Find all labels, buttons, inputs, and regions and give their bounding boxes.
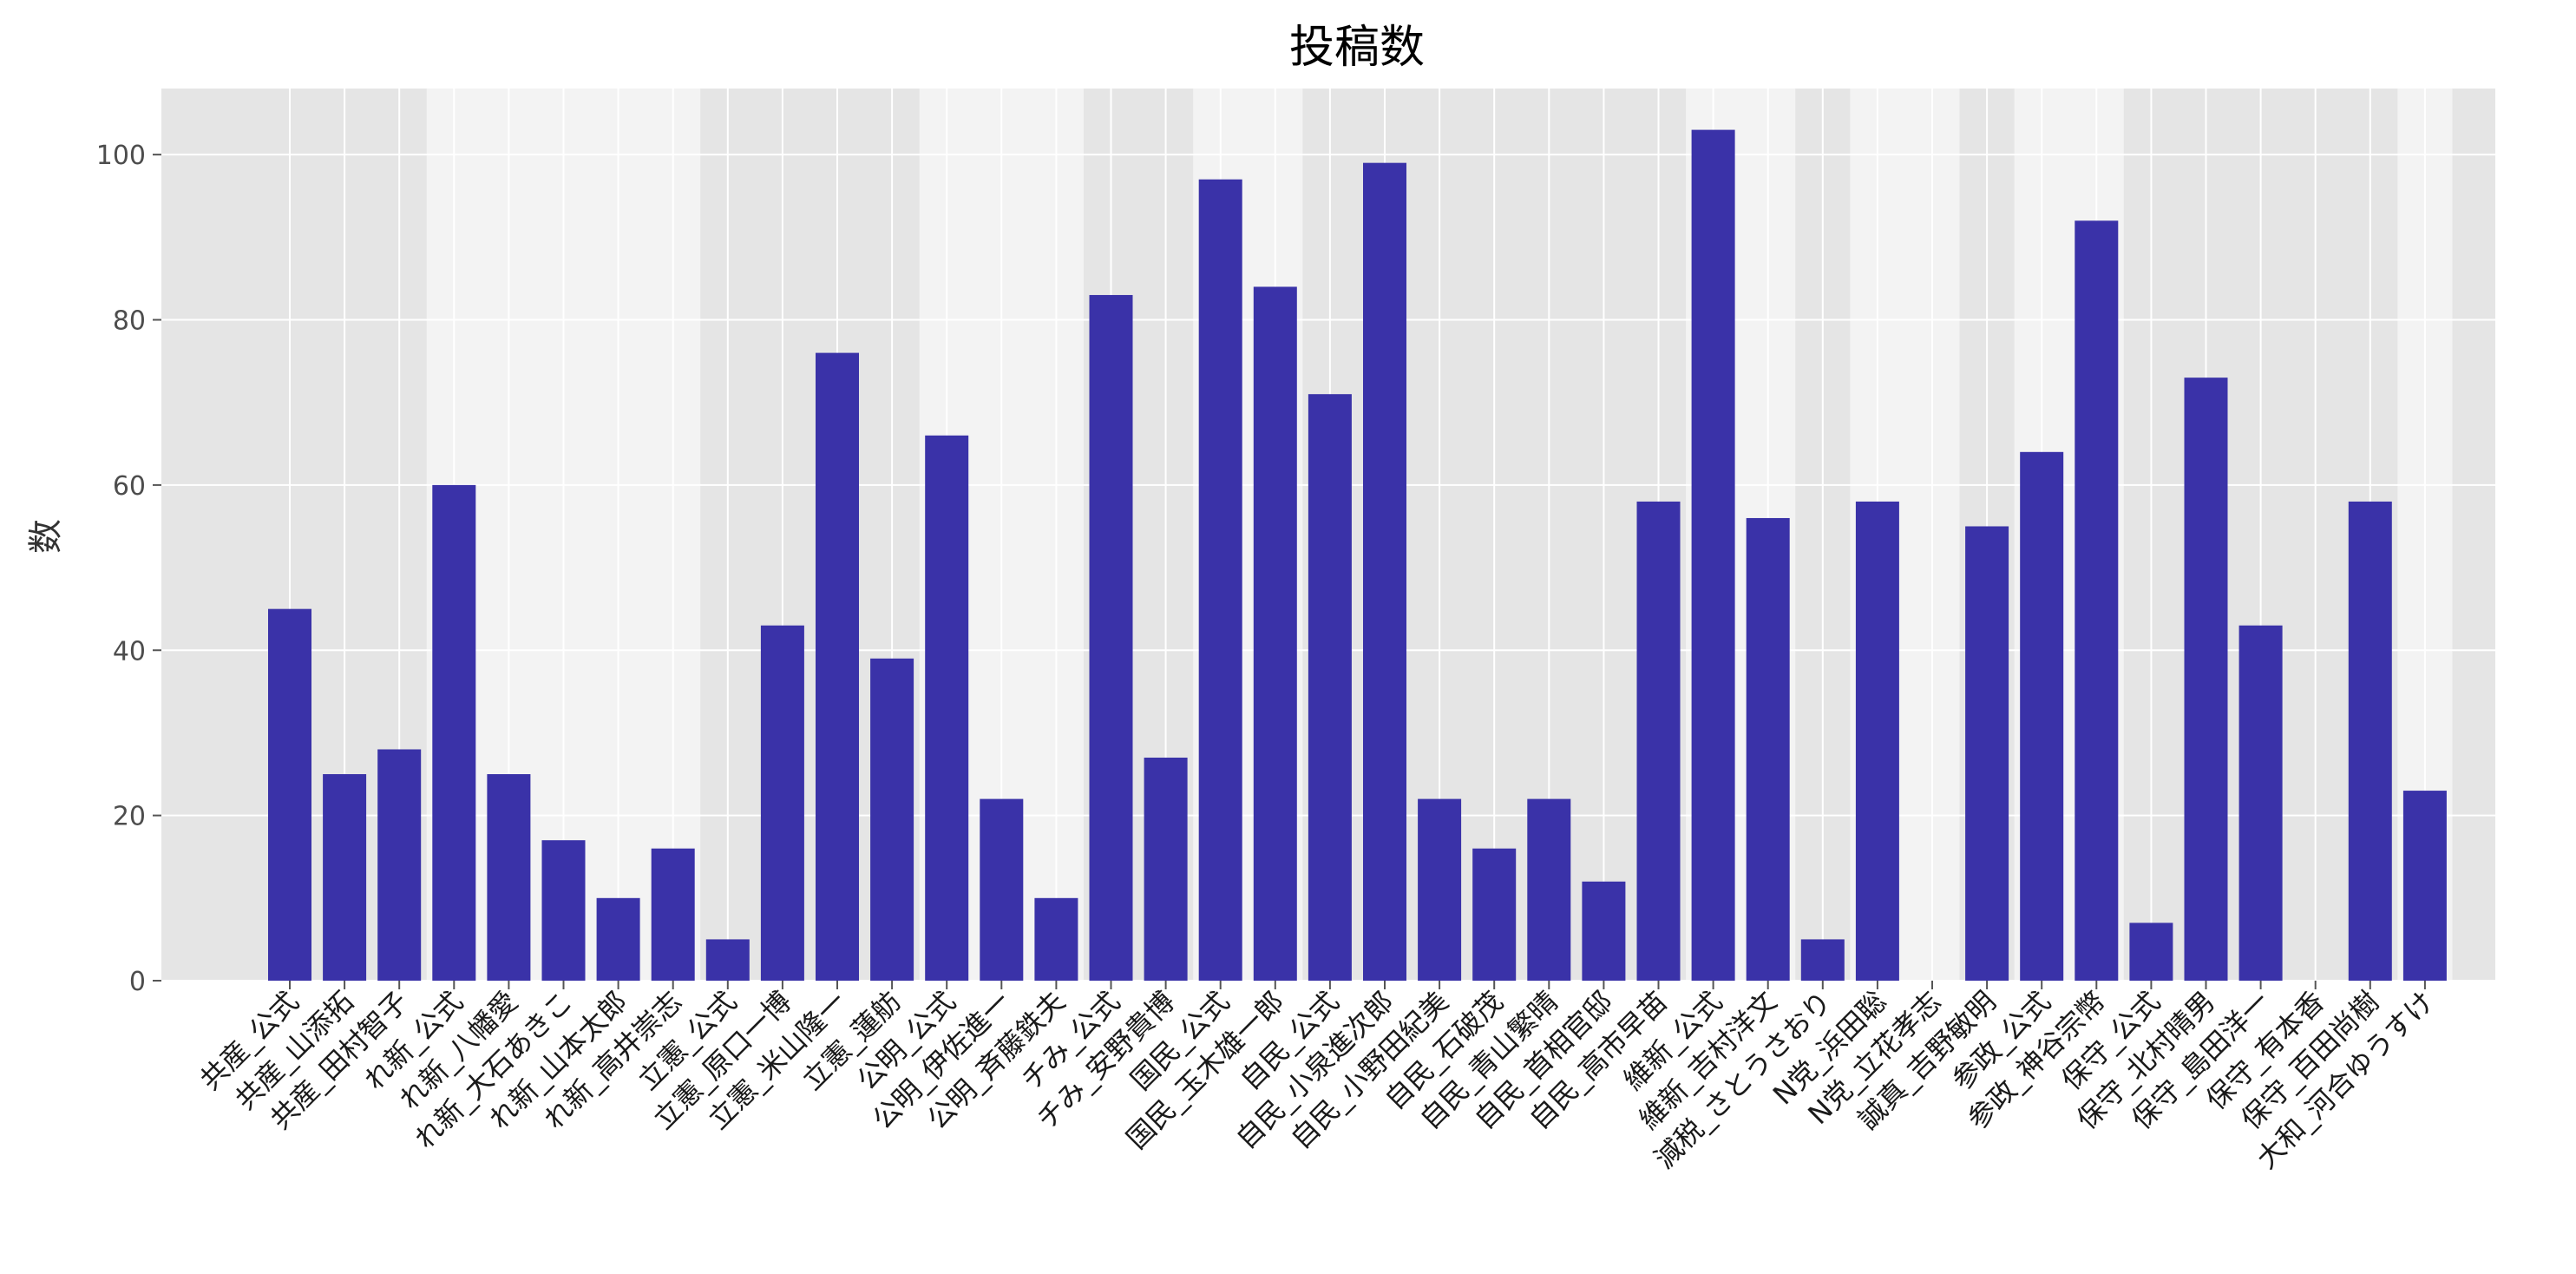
bar xyxy=(1418,798,1462,981)
y-axis-label: 数 xyxy=(26,519,66,554)
bar xyxy=(705,939,750,981)
bar xyxy=(1144,758,1188,981)
bar xyxy=(1746,517,1790,981)
bar xyxy=(2402,791,2447,981)
bar xyxy=(268,608,311,981)
bar xyxy=(1034,897,1078,981)
bar xyxy=(487,774,531,981)
bar xyxy=(1965,526,2009,981)
bar xyxy=(1089,294,1133,981)
y-axis-ticks: 0 20 40 60 80 100 xyxy=(96,141,161,997)
bar xyxy=(2020,451,2064,981)
bar xyxy=(760,625,804,981)
bar xyxy=(541,840,586,981)
bar xyxy=(323,774,367,981)
bar xyxy=(1582,881,1626,981)
y-tick-label: 80 xyxy=(113,306,146,337)
bar xyxy=(2238,625,2283,981)
bar xyxy=(1472,848,1517,981)
bar xyxy=(1198,179,1242,981)
y-tick-label: 100 xyxy=(96,141,146,171)
bar xyxy=(2129,923,2173,981)
bar xyxy=(816,352,859,981)
bar xyxy=(1691,129,1735,981)
bar xyxy=(980,798,1024,981)
bar xyxy=(1527,798,1571,981)
bar xyxy=(432,484,476,981)
bar xyxy=(596,897,640,981)
bar xyxy=(925,435,969,981)
bar xyxy=(1308,394,1352,981)
bar xyxy=(870,658,914,981)
y-tick-label: 20 xyxy=(113,802,146,832)
chart-title: 投稿数 xyxy=(1289,22,1425,74)
bar xyxy=(1800,939,1845,981)
bar xyxy=(651,848,695,981)
bar xyxy=(2075,220,2119,982)
y-tick-label: 40 xyxy=(113,636,146,667)
y-tick-label: 0 xyxy=(129,967,146,997)
bar xyxy=(377,749,422,981)
x-axis-ticks: 共産_公式共産_山添拓共産_田村智子れ新_公式れ新_八幡愛れ新_大石あきこれ新_… xyxy=(193,981,2441,1175)
bar xyxy=(1253,286,1297,981)
bar xyxy=(1363,162,1406,981)
bar xyxy=(2184,378,2228,981)
bars xyxy=(268,129,2447,982)
bar xyxy=(2348,501,2392,981)
y-tick-label: 60 xyxy=(113,471,146,502)
bar xyxy=(1636,501,1681,981)
bar xyxy=(1855,501,1899,981)
